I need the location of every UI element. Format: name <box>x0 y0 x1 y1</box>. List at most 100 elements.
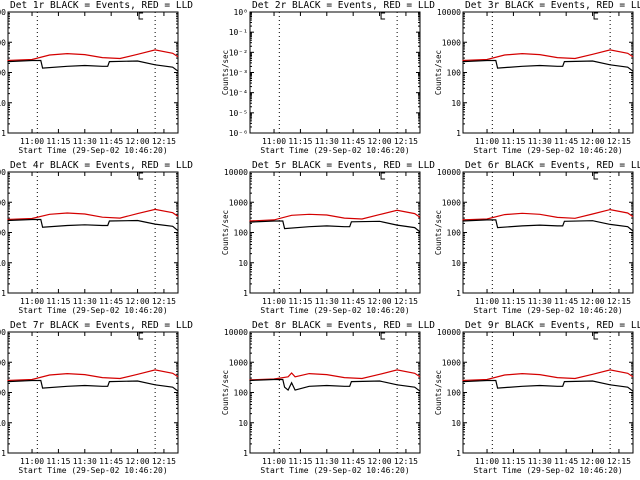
panel-title: Det 7r BLACK = Events, RED = LLD <box>10 320 193 331</box>
x-tick-label: 11:45 <box>341 457 365 466</box>
y-tick-label: 10⁻⁴ <box>229 89 248 98</box>
plot-frame <box>249 11 421 134</box>
attenuator-bracket <box>593 12 599 20</box>
x-tick-label: 11:15 <box>501 297 525 306</box>
x-tick-label: 11:15 <box>46 297 70 306</box>
y-tick-label: 10000 <box>437 328 461 337</box>
plot-frame <box>249 331 421 454</box>
x-tick-label: 11:30 <box>315 137 339 146</box>
attenuator-bracket <box>593 172 599 180</box>
y-tick-label: 1 <box>1 289 6 298</box>
detector-panel-6: Det 6r BLACK = Events, RED = LLD 1 10 100 10… <box>434 160 640 315</box>
x-tick-label: 11:45 <box>554 297 578 306</box>
detector-panel-7: Det 7r BLACK = Events, RED = LLD 1 10 100 10… <box>0 320 193 475</box>
x-axis-label: Start Time (29-Sep-02 10:46:20) <box>18 466 167 475</box>
x-tick-label: 11:45 <box>341 137 365 146</box>
y-tick-label: 10 <box>0 419 6 428</box>
y-tick-label: 10⁰ <box>234 8 248 17</box>
x-tick-label: 11:00 <box>20 137 44 146</box>
panel-title: Det 5r BLACK = Events, RED = LLD <box>252 160 435 171</box>
panel-title: Det 6r BLACK = Events, RED = LLD <box>465 160 640 171</box>
plot-frame <box>462 11 634 134</box>
y-tick-label: 100 <box>0 69 6 78</box>
x-tick-label: 11:45 <box>99 457 123 466</box>
x-tick-label: 11:00 <box>262 457 286 466</box>
plot-frame <box>462 331 634 454</box>
y-tick-label: 10000 <box>437 168 461 177</box>
y-axis-label: Counts/sec <box>221 370 230 415</box>
detector-panel-4: Det 4r BLACK = Events, RED = LLD 1 10 100 10… <box>0 160 193 315</box>
x-tick-label: 11:45 <box>554 457 578 466</box>
x-tick-label: 12:15 <box>152 137 176 146</box>
x-axis-label: Start Time (29-Sep-02 10:46:20) <box>473 146 622 155</box>
y-tick-label: 10 <box>451 99 461 108</box>
y-tick-label: 10000 <box>0 168 6 177</box>
x-tick-label: 11:15 <box>288 137 312 146</box>
x-tick-label: 11:45 <box>99 137 123 146</box>
lld-series-line <box>462 369 634 382</box>
x-tick-label: 11:00 <box>20 297 44 306</box>
y-tick-label: 10⁻⁵ <box>229 109 248 118</box>
x-tick-label: 12:00 <box>368 457 392 466</box>
x-tick-label: 11:00 <box>262 297 286 306</box>
x-tick-label: 12:00 <box>368 137 392 146</box>
y-tick-label: 1000 <box>229 358 248 367</box>
detector-panel-3: Det 3r BLACK = Events, RED = LLD 1 10 100 10… <box>434 0 640 155</box>
detector-panel-5: Det 5r BLACK = Events, RED = LLD 1 10 100 10… <box>221 160 435 315</box>
x-tick-label: 11:00 <box>262 137 286 146</box>
x-tick-label: 11:15 <box>501 137 525 146</box>
y-tick-label: 1 <box>1 129 6 138</box>
lld-series-line <box>249 209 421 222</box>
attenuator-bracket <box>380 172 386 180</box>
x-axis-label: Start Time (29-Sep-02 10:46:20) <box>260 146 409 155</box>
x-tick-label: 11:45 <box>99 297 123 306</box>
y-tick-label: 10 <box>0 259 6 268</box>
events-series-line <box>249 220 421 233</box>
y-axis-label: Counts/sec <box>221 210 230 255</box>
y-tick-label: 1000 <box>442 358 461 367</box>
lld-series-line <box>7 208 179 221</box>
x-tick-label: 11:00 <box>475 137 499 146</box>
x-tick-label: 12:00 <box>368 297 392 306</box>
x-tick-label: 12:15 <box>394 457 418 466</box>
attenuator-bracket <box>138 12 144 20</box>
x-tick-label: 12:15 <box>152 457 176 466</box>
y-axis-label: Counts/sec <box>434 370 443 415</box>
x-tick-label: 11:45 <box>554 137 578 146</box>
x-tick-label: 12:15 <box>607 297 631 306</box>
x-tick-label: 12:15 <box>394 297 418 306</box>
y-tick-label: 10⁻¹ <box>229 28 248 37</box>
y-tick-label: 1 <box>243 289 248 298</box>
events-series-line <box>7 59 179 72</box>
y-tick-label: 100 <box>447 389 462 398</box>
panel-title: Det 3r BLACK = Events, RED = LLD <box>465 0 640 11</box>
x-tick-label: 11:15 <box>288 297 312 306</box>
y-tick-label: 100 <box>447 69 462 78</box>
x-tick-label: 12:15 <box>607 457 631 466</box>
x-axis-label: Start Time (29-Sep-02 10:46:20) <box>260 306 409 315</box>
y-tick-label: 10000 <box>437 8 461 17</box>
lld-series-line <box>7 369 179 382</box>
x-tick-label: 11:15 <box>46 137 70 146</box>
y-tick-label: 10000 <box>0 8 6 17</box>
x-tick-label: 12:00 <box>126 457 150 466</box>
x-tick-label: 11:00 <box>475 297 499 306</box>
y-tick-label: 1000 <box>229 198 248 207</box>
panel-title: Det 8r BLACK = Events, RED = LLD <box>252 320 435 331</box>
x-axis-label: Start Time (29-Sep-02 10:46:20) <box>18 146 167 155</box>
y-tick-label: 1 <box>243 449 248 458</box>
detector-panel-1: Det 1r BLACK = Events, RED = LLD 1 10 100 10… <box>0 0 193 155</box>
x-tick-label: 12:00 <box>581 297 605 306</box>
x-tick-label: 11:30 <box>528 457 552 466</box>
x-tick-label: 12:00 <box>581 137 605 146</box>
y-tick-label: 100 <box>234 229 249 238</box>
x-tick-label: 11:30 <box>73 137 97 146</box>
attenuator-bracket <box>138 172 144 180</box>
events-series-line <box>462 379 634 392</box>
detector-panel-8: Det 8r BLACK = Events, RED = LLD 1 10 100 10… <box>221 320 435 475</box>
y-tick-label: 1 <box>456 129 461 138</box>
plot-frame <box>462 171 634 294</box>
y-axis-label: Counts/sec <box>221 50 230 95</box>
x-tick-label: 11:30 <box>315 297 339 306</box>
